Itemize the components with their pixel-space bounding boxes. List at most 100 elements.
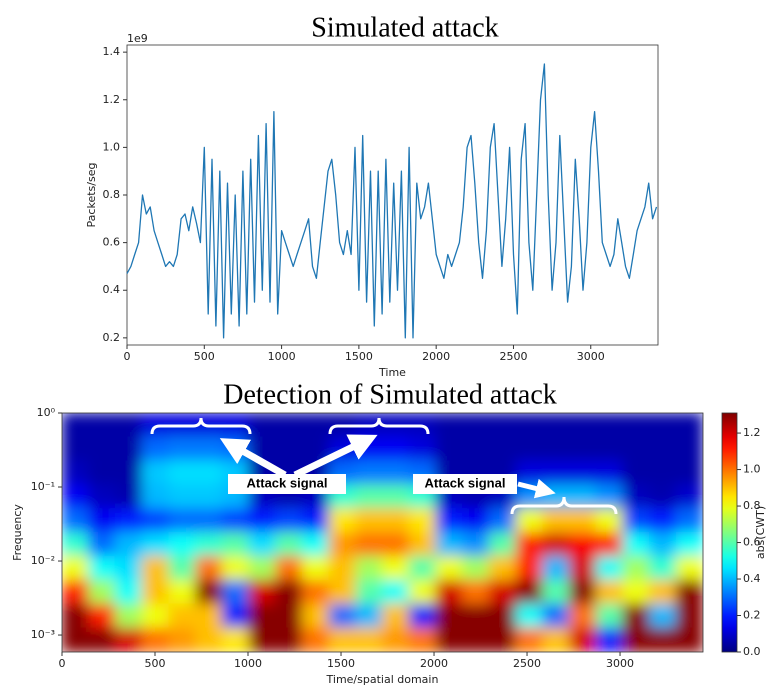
cell [114,603,143,629]
arrow [219,438,287,479]
cell [382,579,410,605]
y-tick-label: 0.8 [103,188,121,201]
y-tick-label: 1.0 [103,140,121,153]
cell [355,555,383,581]
cell [195,603,223,629]
cell [141,508,170,533]
colorbar-tick-label: 0.6 [743,536,761,549]
cell [408,436,437,462]
cell [435,532,464,557]
cell [141,555,170,581]
cell [114,555,143,581]
cell [275,436,303,462]
cell [435,579,464,605]
cell [195,579,223,605]
cell [649,484,677,510]
arrow [293,434,378,479]
plot-area [126,44,659,346]
cell [595,579,624,605]
cell [62,436,90,462]
cell [301,555,330,581]
cell [595,627,624,652]
cell [462,555,490,581]
cell [221,603,250,629]
cell [435,603,464,629]
cell [675,603,703,629]
x-tick-label: 2500 [499,350,527,363]
cell [568,532,597,557]
cell [462,603,490,629]
y-tick-label: 0.2 [103,331,121,344]
cell [675,508,703,533]
cell [141,436,170,462]
y-tick-label: 10⁰ [37,406,56,419]
cell [248,413,277,438]
cell [62,579,90,605]
cell [435,413,464,438]
cell [542,413,570,438]
colorbar-tick-label: 1.0 [743,463,761,476]
cell [568,508,597,533]
cell [568,555,597,581]
cell [568,436,597,462]
colorbar-label: abs(CWT) [754,506,767,559]
cell [88,532,116,557]
cell [595,436,624,462]
cell [221,555,250,581]
cell [195,555,223,581]
chart: 1e9 0 500 1000 1500 2000 2500 3000 0.2 0.4 0.6 0.8 1… [85,12,659,379]
cell [488,579,517,605]
arrow [517,478,556,499]
cell [221,508,250,533]
annotations: Attack signal Attack signal [150,417,618,515]
cell [542,579,570,605]
cell [275,413,303,438]
cell [462,532,490,557]
y-axis-label: Packets/seg [85,163,98,228]
cell [141,579,170,605]
cell [114,532,143,557]
x-tick-label: 1000 [234,657,262,670]
cell [675,413,703,438]
x-tick-label: 1500 [327,657,355,670]
cell [88,579,116,605]
cell [275,508,303,533]
cell [622,579,651,605]
cell [62,627,90,652]
annotation-box [413,474,517,494]
cell [622,413,651,438]
cell [408,508,437,533]
line [126,63,658,339]
cell [195,627,223,652]
cell [168,484,197,510]
x-tick-label: 500 [145,657,166,670]
x-axis-label: Time [378,366,406,379]
cell [275,555,303,581]
cell [675,532,703,557]
cell [595,603,624,629]
charts: 1e9 0 500 1000 1500 2000 2500 3000 0.2 0.4 0.6 0.8 1… [11,12,767,686]
y-axis-label: Frequency [11,504,24,561]
cell [622,484,651,510]
cell [275,603,303,629]
cell [568,627,597,652]
cell [301,627,330,652]
colorbar [721,412,738,653]
cell [275,532,303,557]
y-tick-label: 0.6 [103,236,121,249]
cell [515,460,544,486]
colorbar-tick-label: 0.4 [743,572,761,585]
cell [88,627,116,652]
y-tick-label: 10⁻¹ [31,480,55,493]
x-tick-label: 2000 [420,657,448,670]
cell [114,579,143,605]
cell [248,627,277,652]
x-tick-label: 2500 [513,657,541,670]
chart-title: Simulated attack [311,12,498,43]
heatmap [62,413,703,652]
cell [568,460,597,486]
cell [542,508,570,533]
cell [221,532,250,557]
cell [275,627,303,652]
cell [515,603,544,629]
